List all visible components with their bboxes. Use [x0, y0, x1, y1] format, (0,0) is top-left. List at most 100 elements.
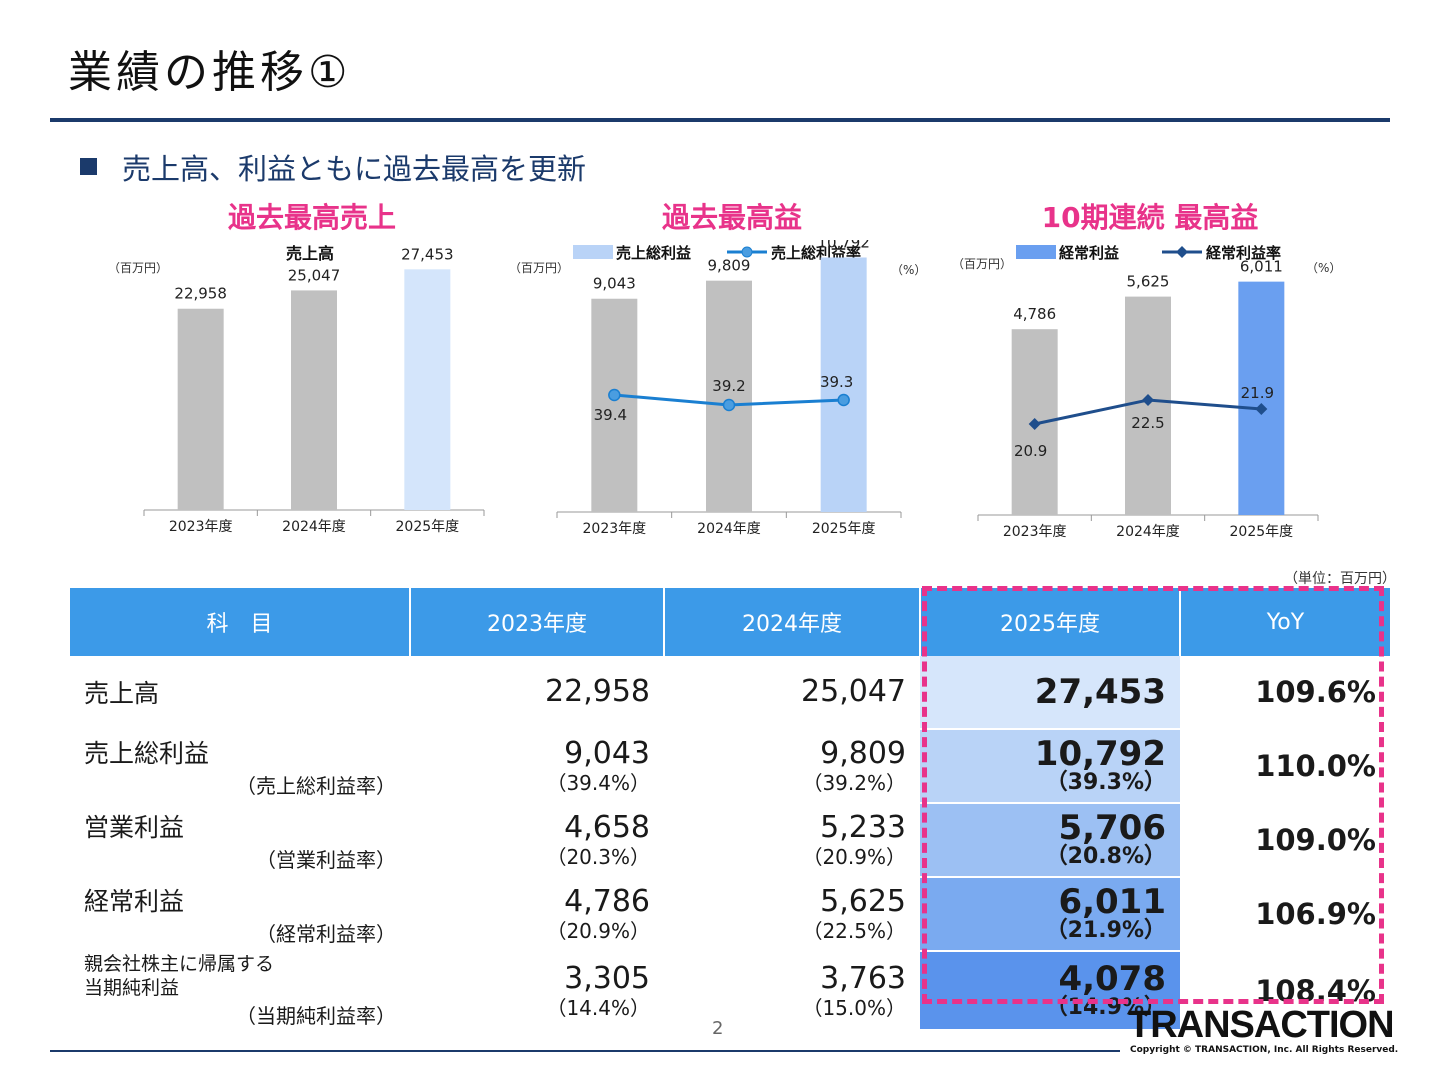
- row-label: 売上総利益 （売上総利益率）: [70, 729, 410, 804]
- bar: [591, 298, 638, 512]
- ordinary-profit-chart: （百万円） （%） 経常利益 経常利益率 4,786 5,625 6,011 20.…: [952, 244, 1341, 540]
- cell-2025: 6,011 （21.9%）: [920, 877, 1180, 952]
- chart1-unit: （百万円）: [108, 261, 168, 275]
- chart3-legend-bar-swatch: [1016, 245, 1056, 259]
- category-label: 2023年度: [1003, 524, 1067, 540]
- square-bullet-icon: [80, 158, 97, 175]
- cell-2025: 5,706 （20.8%）: [920, 803, 1180, 878]
- subtitle: 売上高、利益ともに過去最高を更新: [122, 152, 587, 186]
- copyright: Copyright © TRANSACTION, Inc. All Rights…: [1130, 1045, 1399, 1055]
- ratio-value-label: 39.2: [712, 377, 745, 395]
- bar-value-label: 6,011: [1240, 258, 1283, 276]
- headline-record-sales: 過去最高売上: [227, 201, 396, 234]
- header-yoy: YoY: [1180, 588, 1390, 656]
- cell-2023: 4,786 （20.9%）: [410, 877, 664, 952]
- gross-profit-chart: （百万円） （%） 売上総利益 売上総利益率 9,0439,80910,792 …: [509, 240, 925, 537]
- chart2-unit-right: （%）: [891, 263, 925, 277]
- bar-value-label: 4,786: [1013, 305, 1056, 323]
- ratio-value-label: 22.5: [1131, 414, 1164, 432]
- bar-value-label: 9,043: [593, 275, 636, 293]
- cell-yoy: 106.9%: [1180, 877, 1390, 952]
- cell-2023: 9,043 （39.4%）: [410, 729, 664, 804]
- ratio-marker: [608, 388, 621, 402]
- headline-record-profit: 過去最高益: [661, 201, 802, 234]
- chart3-unit-left: （百万円）: [952, 257, 1012, 271]
- bar-value-label: 27,453: [401, 245, 454, 263]
- ratio-marker: [722, 398, 736, 412]
- bar: [820, 257, 867, 512]
- cell-yoy: 109.0%: [1180, 803, 1390, 878]
- bar: [706, 280, 752, 512]
- category-label: 2025年度: [1230, 524, 1294, 540]
- financial-table: 科 目 2023年度 2024年度 2025年度 YoY 売上高 22,958 …: [70, 588, 1390, 1031]
- footer-divider: [50, 1050, 1120, 1052]
- category-label: 2023年度: [583, 521, 647, 537]
- cell-2023: 4,658 （20.3%）: [410, 803, 664, 878]
- ratio-marker: [837, 393, 850, 407]
- table-header-row: 科 目 2023年度 2024年度 2025年度 YoY: [70, 588, 1390, 656]
- page-title: 業績の推移①: [68, 47, 352, 98]
- row-label: 営業利益 （営業利益率）: [70, 803, 410, 878]
- ratio-value-label: 20.9: [1014, 442, 1047, 460]
- cell-2024: 5,233 （20.9%）: [664, 803, 920, 878]
- category-label: 2025年度: [396, 519, 460, 535]
- title-divider: [50, 118, 1390, 122]
- chart3-unit-right: （%）: [1306, 261, 1341, 275]
- chart2-legend-bar: 売上総利益: [616, 244, 691, 262]
- ratio-marker: [1255, 403, 1268, 415]
- chart1-title: 売上高: [286, 244, 334, 263]
- row-label: 経常利益 （経常利益率）: [70, 877, 410, 952]
- cell-yoy: 109.6%: [1180, 656, 1390, 730]
- bar: [177, 308, 224, 510]
- ratio-value-label: 39.4: [594, 406, 627, 424]
- category-label: 2024年度: [1116, 524, 1180, 540]
- chart2-unit-left: （百万円）: [509, 261, 569, 275]
- cell-2025: 4,078 （14.9%）: [920, 951, 1180, 1031]
- bar-value-label: 5,625: [1127, 273, 1170, 291]
- chart3-legend-marker: [1176, 246, 1188, 258]
- header-2024: 2024年度: [664, 588, 921, 656]
- cell-yoy: 108.4%: [1180, 951, 1390, 1031]
- bar: [1238, 281, 1285, 515]
- ratio-marker: [1142, 394, 1154, 406]
- ratio-marker: [1028, 418, 1041, 430]
- company-logo: TRANSACTION: [1128, 1004, 1395, 1046]
- table-row: 親会社株主に帰属する 当期純利益 （当期純利益率） 3,305 （14.4%） 3,7…: [70, 951, 1390, 1031]
- category-label: 2024年度: [697, 521, 761, 537]
- cell-2024: 3,763 （15.0%）: [664, 951, 920, 1031]
- bar-value-label: 10,792: [817, 240, 870, 251]
- sales-chart: （百万円） 売上高 22,958 25,047 27,453 2023年度 2024年…: [108, 244, 485, 535]
- category-label: 2025年度: [812, 521, 876, 537]
- table-row: 営業利益 （営業利益率） 4,658 （20.3%） 5,233 （20.9%） 5,…: [70, 803, 1390, 878]
- bar: [291, 290, 337, 510]
- cell-2024: 25,047: [664, 656, 920, 730]
- chart3-legend-bar: 経常利益: [1059, 244, 1119, 262]
- cell-2025: 27,453: [920, 656, 1180, 730]
- table-unit: （単位：百万円）: [1284, 571, 1396, 587]
- headline-consecutive-record: 10期連続 最高益: [1041, 201, 1259, 234]
- category-label: 2023年度: [169, 519, 233, 535]
- cell-yoy: 110.0%: [1180, 729, 1390, 804]
- cell-2025: 10,792 （39.3%）: [920, 729, 1180, 804]
- ratio-value-label: 21.9: [1241, 384, 1274, 402]
- bar-value-label: 22,958: [174, 285, 227, 303]
- header-item: 科 目: [70, 588, 411, 656]
- ratio-value-label: 39.3: [820, 373, 853, 391]
- header-2023: 2023年度: [410, 588, 665, 656]
- page-number: 2: [712, 1018, 724, 1039]
- chart2-legend-marker: [741, 246, 753, 258]
- cell-2023: 3,305 （14.4%）: [410, 951, 664, 1031]
- bar: [404, 269, 451, 510]
- chart3-legend-line: 経常利益率: [1206, 244, 1281, 262]
- header-2025: 2025年度: [920, 588, 1181, 656]
- chart2-legend-bar-swatch: [573, 245, 613, 259]
- bar-value-label: 25,047: [288, 266, 341, 284]
- row-label: 親会社株主に帰属する 当期純利益 （当期純利益率）: [70, 951, 410, 1031]
- row-label: 売上高: [70, 656, 410, 730]
- table-row: 売上高 22,958 25,047 27,453 109.6%: [70, 656, 1390, 730]
- table-row: 経常利益 （経常利益率） 4,786 （20.9%） 5,625 （22.5%） 6,…: [70, 877, 1390, 952]
- table-row: 売上総利益 （売上総利益率） 9,043 （39.4%） 9,809 （39.2%） …: [70, 729, 1390, 804]
- category-label: 2024年度: [282, 519, 346, 535]
- cell-2024: 9,809 （39.2%）: [664, 729, 920, 804]
- cell-2024: 5,625 （22.5%）: [664, 877, 920, 952]
